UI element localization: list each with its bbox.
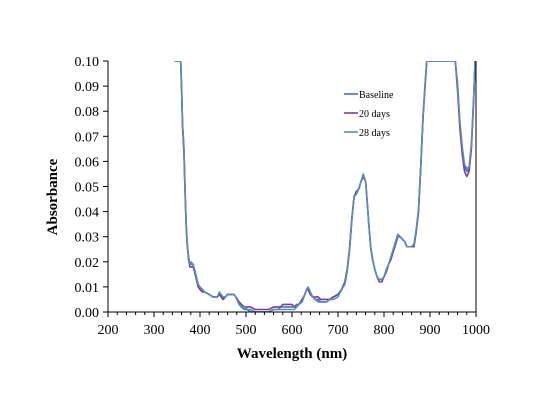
legend-label: 20 days xyxy=(359,109,390,120)
y-tick-label: 0.02 xyxy=(75,256,100,271)
y-tick-label: 0.09 xyxy=(75,80,100,95)
y-axis-title: Absorbance xyxy=(45,158,61,235)
plot-background xyxy=(108,61,476,312)
y-tick-label: 0.03 xyxy=(75,231,100,246)
x-tick-label: 200 xyxy=(98,323,119,338)
y-tick-label: 0.07 xyxy=(75,130,100,145)
legend-label: 28 days xyxy=(359,128,390,139)
y-tick-label: 0.00 xyxy=(75,306,100,321)
x-tick-label: 700 xyxy=(328,323,349,338)
y-tick-label: 0.08 xyxy=(75,105,100,120)
x-axis-title: Wavelength (nm) xyxy=(237,346,347,362)
y-tick-label: 0.05 xyxy=(75,181,100,196)
legend-label: Baseline xyxy=(359,90,394,101)
x-tick-label: 400 xyxy=(190,323,211,338)
x-tick-label: 300 xyxy=(144,323,165,338)
x-tick-label: 900 xyxy=(420,323,441,338)
y-tick-label: 0.01 xyxy=(75,281,100,296)
x-tick-label: 500 xyxy=(236,323,257,338)
ticks-layer: 200 300 400 500 600 700 800 900 1000 0.00 0.01 0.02… xyxy=(75,55,491,338)
y-tick-label: 0.06 xyxy=(75,155,100,170)
x-tick-label: 800 xyxy=(374,323,395,338)
x-tick-label: 1000 xyxy=(462,323,490,338)
y-tick-label: 0.10 xyxy=(75,55,100,70)
x-tick-label: 600 xyxy=(282,323,303,338)
series-layer xyxy=(174,61,476,312)
y-tick-label: 0.04 xyxy=(75,206,100,221)
legend: Baseline 20 days 28 days xyxy=(344,90,394,139)
series-line-3 xyxy=(174,61,476,312)
